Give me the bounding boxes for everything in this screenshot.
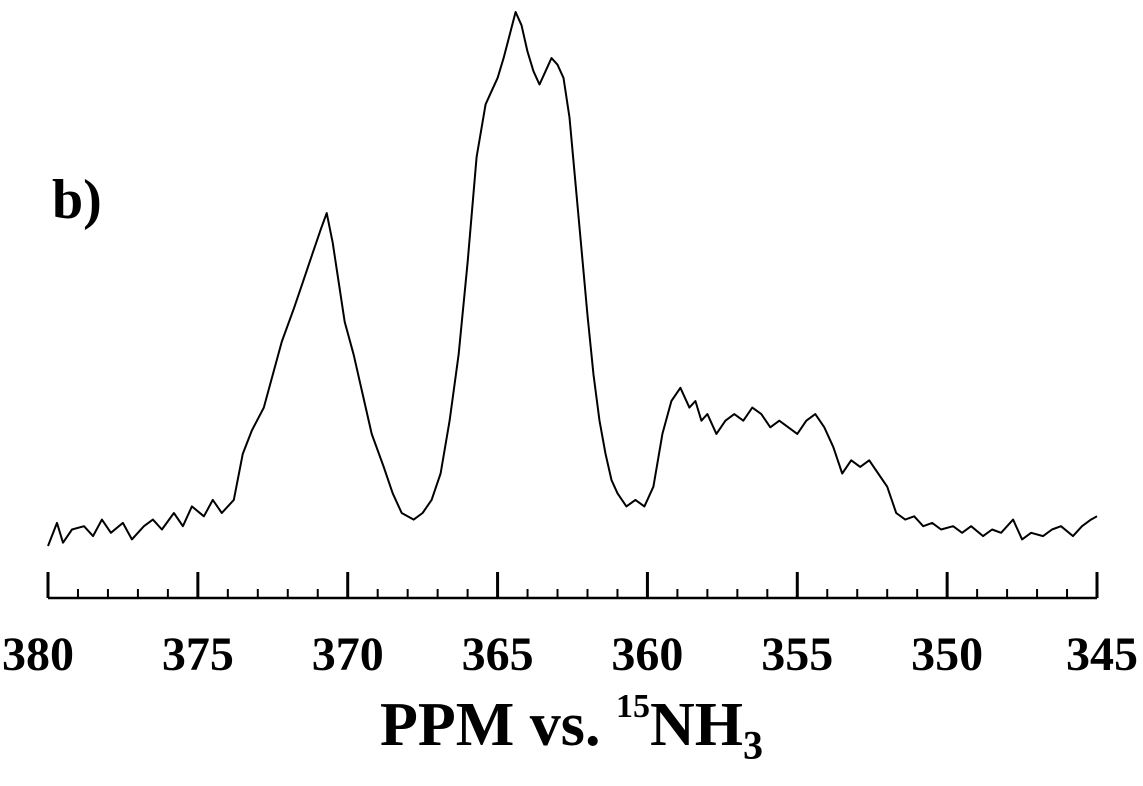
tick-label: 350 (911, 628, 983, 681)
tick-label: 380 (2, 628, 74, 681)
x-tick-labels: 380 375 370 365 360 355 350 345 (2, 628, 1138, 681)
x-axis-label-main: PPM vs. (380, 691, 616, 759)
tick-label: 345 (1066, 628, 1138, 681)
tick-label: 355 (761, 628, 833, 681)
spectrum-trace (48, 12, 1097, 546)
x-axis-label: PPM vs. 15NH3 (0, 690, 1143, 761)
x-axis-label-subscript: 3 (743, 722, 763, 767)
tick-label: 370 (312, 628, 384, 681)
tick-label: 365 (462, 628, 534, 681)
x-axis (48, 572, 1097, 598)
tick-label: 360 (611, 628, 683, 681)
x-axis-label-isotope: 15 (616, 688, 650, 725)
tick-label: 375 (162, 628, 234, 681)
x-axis-label-species: NH (650, 691, 743, 759)
